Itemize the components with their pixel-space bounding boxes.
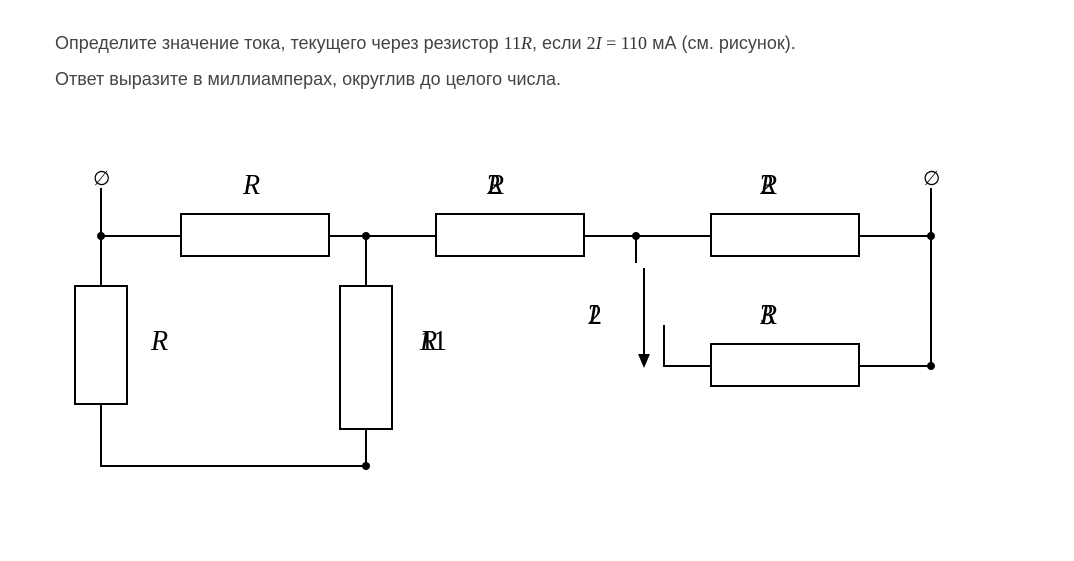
current-arrow-shaft <box>643 268 645 356</box>
node-a-top <box>97 232 105 240</box>
node-d-mid <box>927 362 935 370</box>
terminal-left-stub <box>100 188 102 235</box>
resistor-2R-top3 <box>710 213 860 257</box>
resistor-R-top1 <box>180 213 330 257</box>
problem-statement: Определите значение тока, текущего через… <box>55 25 1019 97</box>
prompt-11: 11 <box>504 33 521 53</box>
circuit-diagram: ∅ ∅ R 2R 2R R 11R 2I 3 <box>55 150 1005 510</box>
node-c-top <box>632 232 640 240</box>
prompt-line1-a: Определите значение тока, текущего через… <box>55 33 504 53</box>
wire-top-3 <box>585 235 710 237</box>
prompt-line1-c: мА (см. рисунок). <box>647 33 796 53</box>
wire-mid-upper <box>365 235 367 285</box>
node-b-bot <box>362 462 370 470</box>
wire-mid-right-2 <box>860 365 932 367</box>
prompt-line2: Ответ выразите в миллиамперах, округлив … <box>55 69 561 89</box>
wire-top-2 <box>330 235 435 237</box>
resistor-11R <box>339 285 393 430</box>
wire-c-to-mid <box>663 325 665 367</box>
wire-top-1 <box>100 235 180 237</box>
terminal-right-stub <box>930 188 932 235</box>
prompt-line1-b: , если <box>532 33 587 53</box>
wire-right-vert <box>930 235 932 367</box>
node-b-top <box>362 232 370 240</box>
wire-top-4 <box>860 235 932 237</box>
wire-left-upper <box>100 235 102 285</box>
resistor-2R-top2 <box>435 213 585 257</box>
wire-left-lower <box>100 405 102 467</box>
prompt-110: 110 <box>621 33 647 53</box>
node-d-top <box>927 232 935 240</box>
current-arrow-head-icon <box>638 354 650 368</box>
resistor-3R <box>710 343 860 387</box>
prompt-eq: = <box>602 33 621 53</box>
wire-bottom <box>100 465 367 467</box>
resistor-R-left <box>74 285 128 405</box>
wire-mid-right-1 <box>663 365 710 367</box>
prompt-R: R <box>521 33 532 53</box>
prompt-2: 2 <box>587 33 596 53</box>
